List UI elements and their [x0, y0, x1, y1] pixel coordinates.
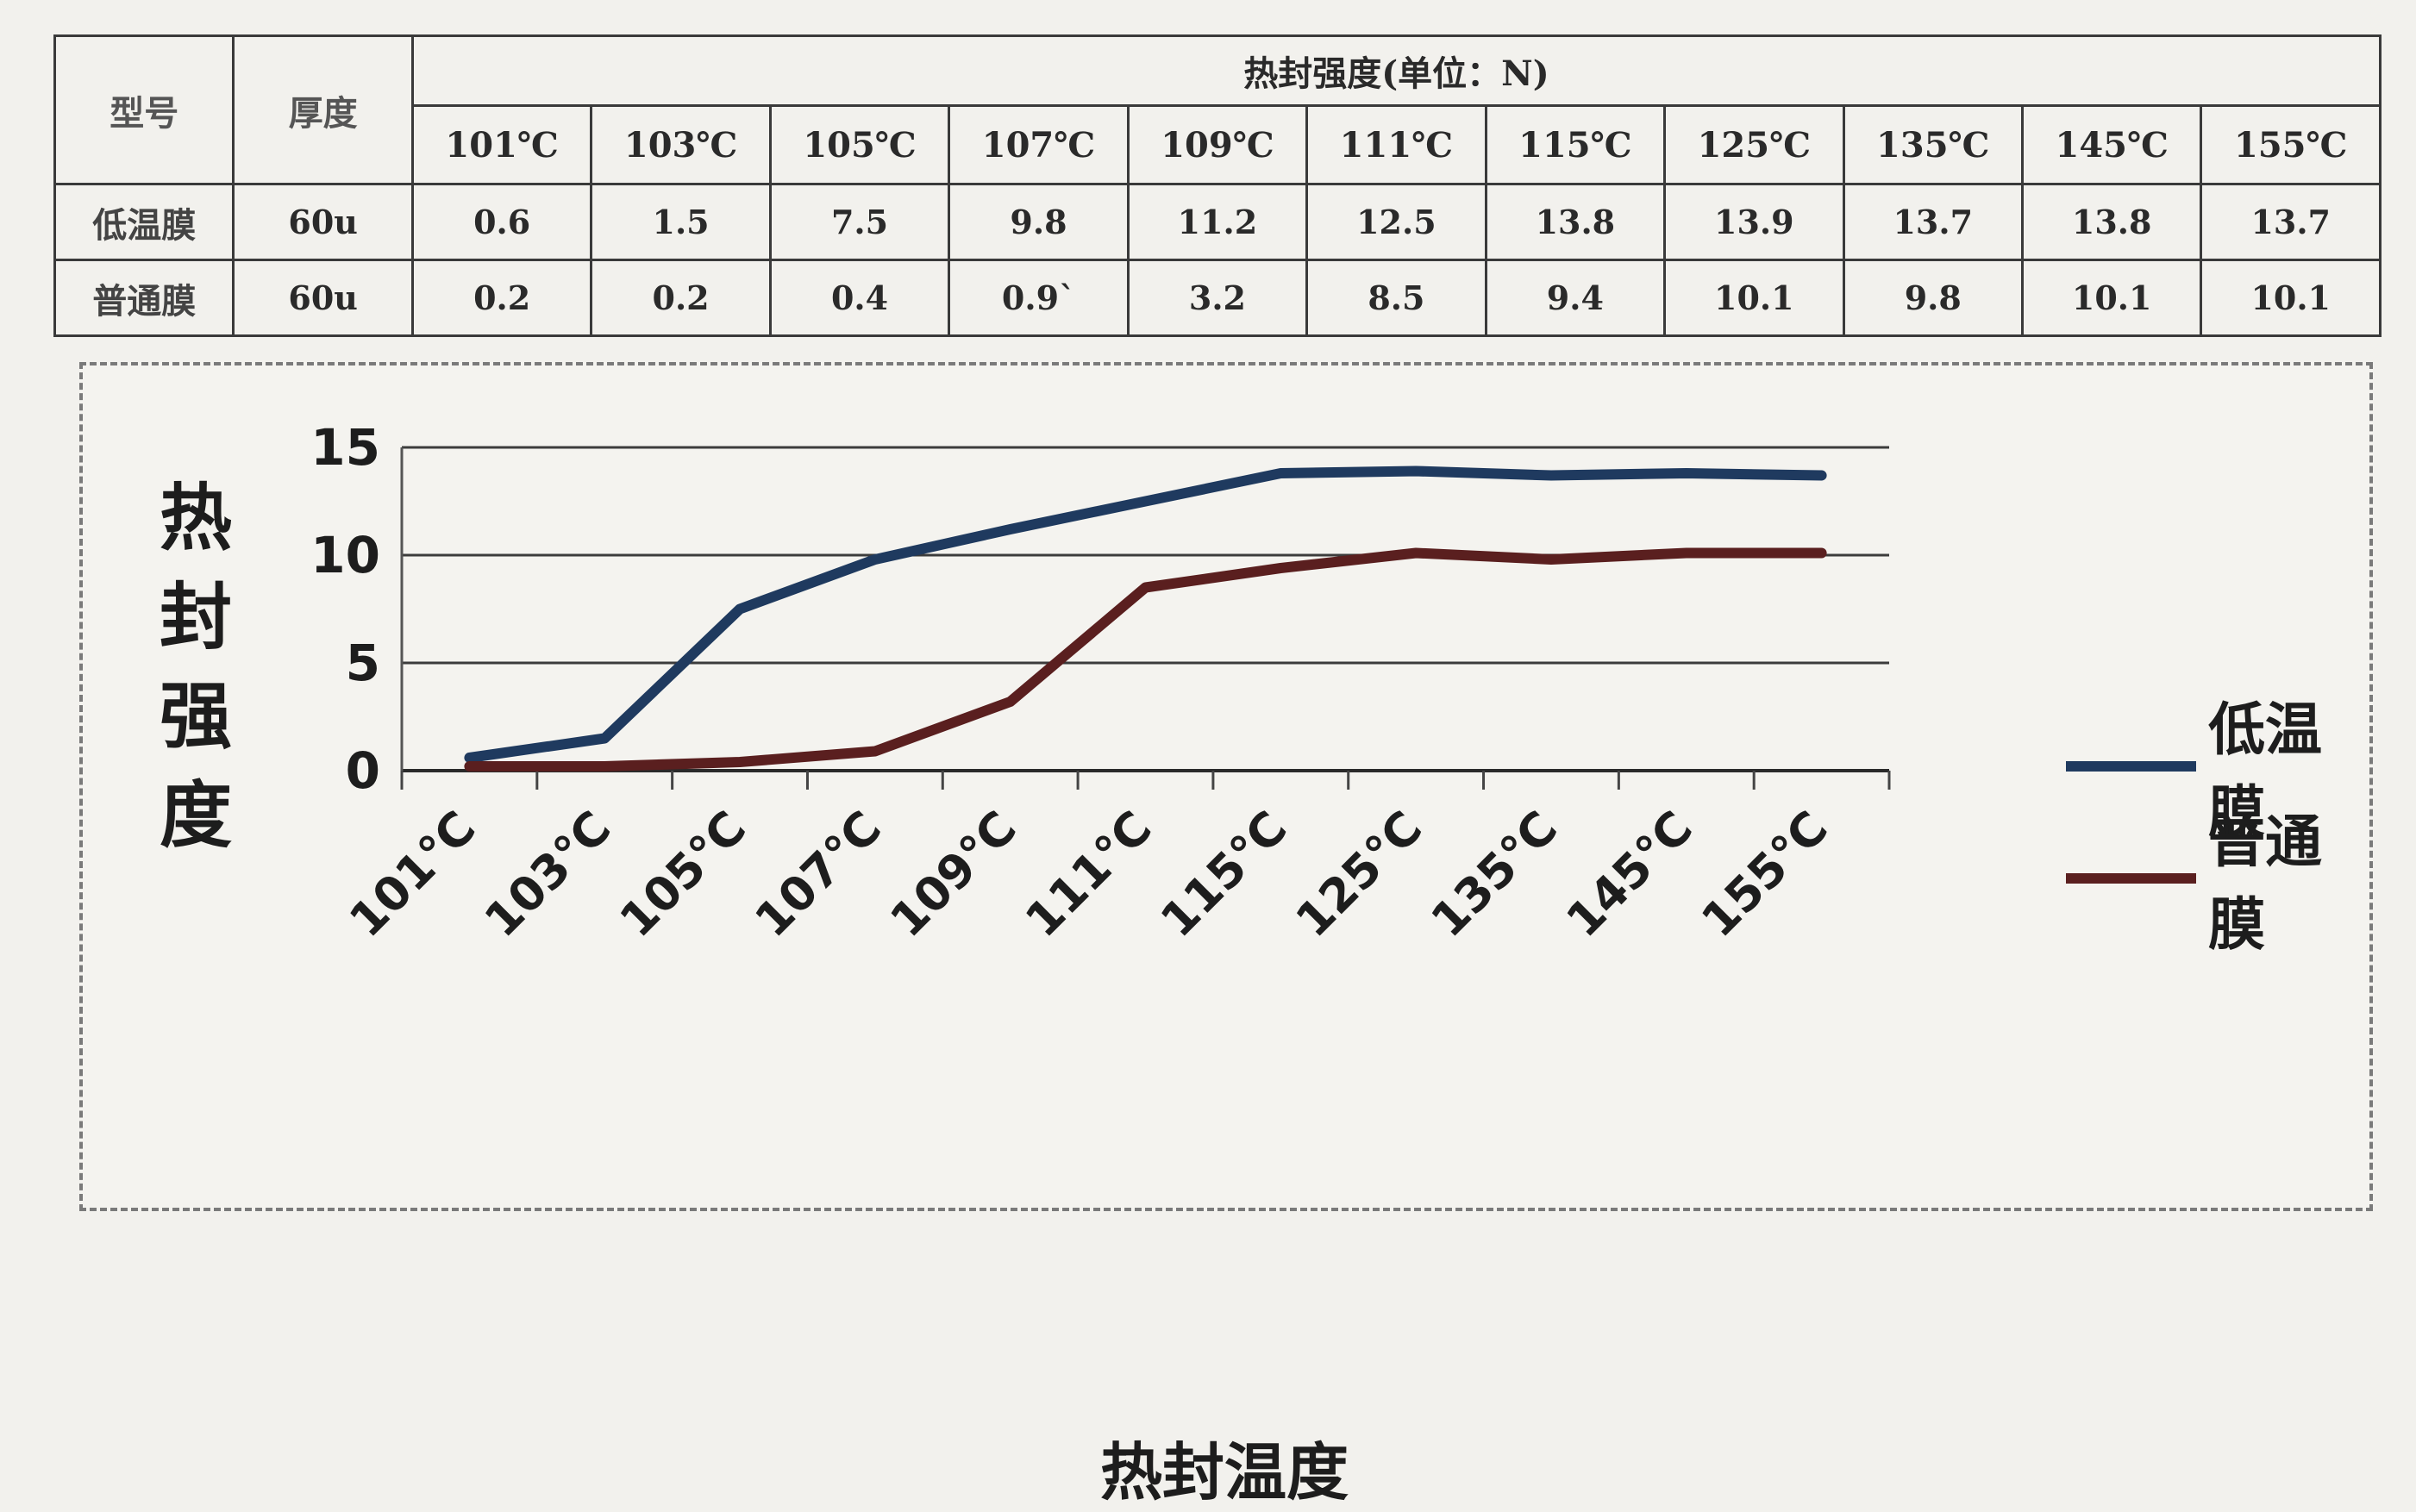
value-cell: 13.8	[2020, 183, 2203, 261]
row-name: 普通膜	[53, 259, 235, 337]
line-chart: 0 5 10 15 101℃103℃105℃107℃109℃111℃115℃125℃13…	[310, 418, 1891, 948]
row-thickness: 60u	[232, 183, 414, 261]
value-cell: 13.7	[1842, 183, 2024, 261]
series-line	[464, 547, 1827, 772]
value-cell: 0.9`	[948, 259, 1130, 337]
value-cell: 10.1	[2020, 259, 2203, 337]
temperature-header: 105℃	[768, 104, 951, 185]
value-cell: 13.8	[1484, 183, 1667, 261]
value-cell: 3.2	[1126, 259, 1309, 337]
y-axis-label-char: 热	[159, 476, 232, 560]
value-cell: 10.1	[1663, 259, 1845, 337]
temperature-header: 109℃	[1126, 104, 1309, 185]
value-cell: 0.6	[410, 183, 593, 261]
temperature-header: 115℃	[1484, 104, 1667, 185]
legend-label: 低温膜	[2208, 697, 2323, 846]
model-header: 型号	[53, 34, 235, 185]
value-cell: 0.2	[590, 259, 772, 337]
x-tick-label: 135℃	[1421, 801, 1568, 948]
temperature-header: 125℃	[1663, 104, 1845, 185]
x-tick-label: 115℃	[1150, 801, 1298, 948]
row-name: 低温膜	[53, 183, 235, 261]
row-thickness: 60u	[232, 259, 414, 337]
legend-swatch	[2066, 873, 2197, 884]
x-tick-label: 103℃	[474, 801, 622, 948]
value-cell: 13.9	[1663, 183, 1845, 261]
value-cell: 11.2	[1126, 183, 1309, 261]
strength-header: 热封强度(单位：N)	[410, 34, 2382, 107]
y-axis-label-char: 度	[159, 773, 232, 858]
value-cell: 9.4	[1484, 259, 1667, 337]
value-cell: 7.5	[768, 183, 951, 261]
table-row: 低温膜 60u 0.6 1.5 7.5 9.8 11.2 12.5 13.8 13.9 13.7…	[53, 183, 2382, 261]
y-tick-label: 10	[310, 526, 380, 584]
x-tick-label: 145℃	[1555, 801, 1703, 948]
value-cell: 9.8	[948, 183, 1130, 261]
value-cell: 8.5	[1305, 259, 1487, 337]
value-cell: 12.5	[1305, 183, 1487, 261]
y-axis-label-char: 强	[159, 674, 232, 759]
value-cell: 13.7	[2200, 183, 2382, 261]
x-tick-label: 125℃	[1286, 801, 1433, 948]
heat-seal-table: 型号 厚度 热封强度(单位：N) 101℃ 103℃ 105℃ 107℃ 109℃ 111…	[53, 34, 2382, 337]
x-tick-label: 155℃	[1691, 801, 1838, 948]
value-cell: 9.8	[1842, 259, 2024, 337]
x-tick-label: 101℃	[339, 801, 486, 948]
thickness-header: 厚度	[232, 34, 414, 185]
y-tick-label: 15	[310, 418, 380, 477]
value-cell: 0.2	[410, 259, 593, 337]
temperature-header: 111℃	[1305, 104, 1487, 185]
legend-item-normal: 普通膜	[2066, 809, 2369, 958]
chart-panel: 0 5 10 15 101℃ 103℃ 105℃ 107℃ 109℃ 111℃ 115℃ 125℃ 13…	[79, 362, 2373, 1509]
temperature-header: 101℃	[410, 104, 593, 185]
temperature-header: 135℃	[1842, 104, 2024, 185]
legend-item-low-temp: 低温膜	[2066, 697, 2369, 846]
y-tick-label: 0	[346, 741, 380, 800]
temperature-header-row: 101℃ 103℃ 105℃ 107℃ 109℃ 111℃ 115℃ 125℃ 135℃ 145℃…	[55, 104, 2382, 185]
value-cell: 10.1	[2200, 259, 2382, 337]
x-axis-label: 热封温度	[1100, 1436, 1349, 1509]
x-tick-label: 105℃	[610, 801, 757, 948]
temperature-header: 145℃	[2020, 104, 2203, 185]
y-tick-label: 5	[346, 634, 380, 692]
y-axis-label-char: 封	[159, 575, 232, 659]
series-line	[464, 465, 1827, 763]
value-cell: 0.4	[768, 259, 951, 337]
x-tick-label: 107℃	[745, 801, 892, 948]
temperature-header: 107℃	[948, 104, 1130, 185]
x-tick-label: 109℃	[879, 801, 1027, 948]
legend-swatch	[2066, 761, 2197, 772]
table-row: 普通膜 60u 0.2 0.2 0.4 0.9` 3.2 8.5 9.4 10.1 9.8 10.…	[53, 259, 2382, 337]
x-tick-label: 111℃	[1015, 801, 1162, 948]
temperature-header: 155℃	[2200, 104, 2382, 185]
temperature-header: 103℃	[590, 104, 772, 185]
legend-label: 普通膜	[2208, 809, 2323, 958]
value-cell: 1.5	[590, 183, 772, 261]
